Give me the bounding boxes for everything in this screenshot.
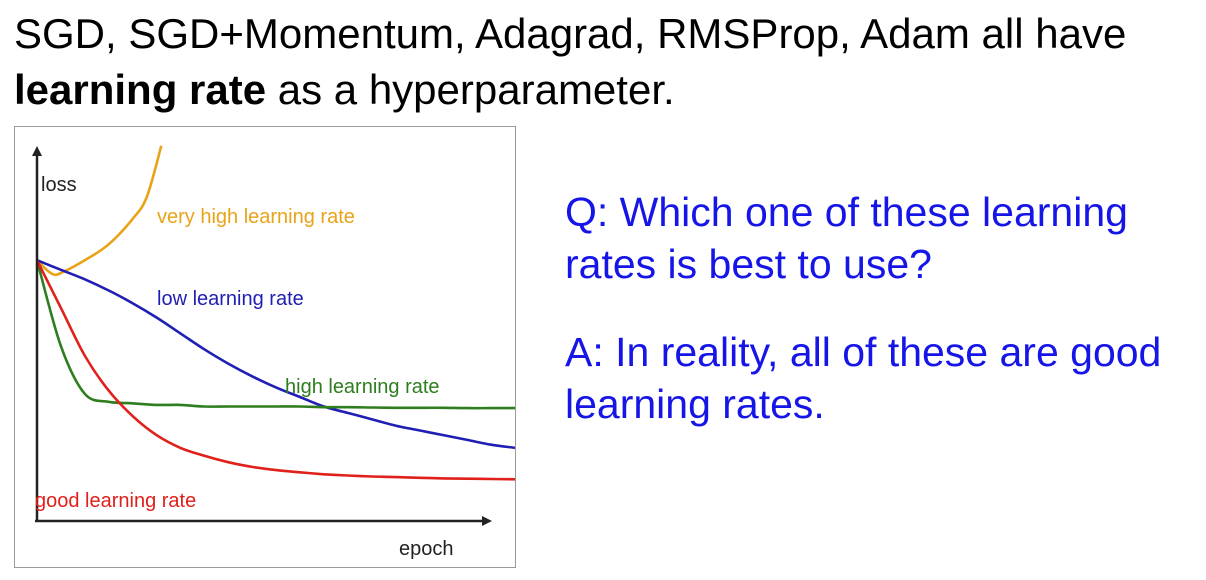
series-label-low: low learning rate <box>157 288 304 310</box>
chart-svg: loss epoch very high learning rate low l… <box>32 145 515 560</box>
series-layer <box>35 145 515 481</box>
title-bold-term: learning rate <box>14 66 267 113</box>
answer-text: A: In reality, all of these are good lea… <box>565 329 1162 427</box>
title-line-2-rest: as a hyperparameter. <box>266 66 675 113</box>
title-line-1: SGD, SGD+Momentum, Adagrad, RMSProp, Ada… <box>14 10 1127 57</box>
series-line-good-learning-rate <box>35 259 515 481</box>
series-label-good: good learning rate <box>35 490 196 512</box>
question-text: Q: Which one of these learning rates is … <box>565 189 1128 287</box>
qa-block: Q: Which one of these learning rates is … <box>565 186 1195 430</box>
y-axis-label: loss <box>41 174 77 196</box>
series-label-very-high: very high learning rate <box>157 206 355 228</box>
series-label-high: high learning rate <box>285 376 440 398</box>
series-line-very-high-learning-rate <box>36 145 163 277</box>
series-line-high-learning-rate <box>35 259 515 410</box>
x-axis-label: epoch <box>399 538 454 560</box>
loss-chart: loss epoch very high learning rate low l… <box>14 126 516 568</box>
series-line-low-learning-rate <box>36 258 515 450</box>
slide-title: SGD, SGD+Momentum, Adagrad, RMSProp, Ada… <box>14 6 1194 118</box>
